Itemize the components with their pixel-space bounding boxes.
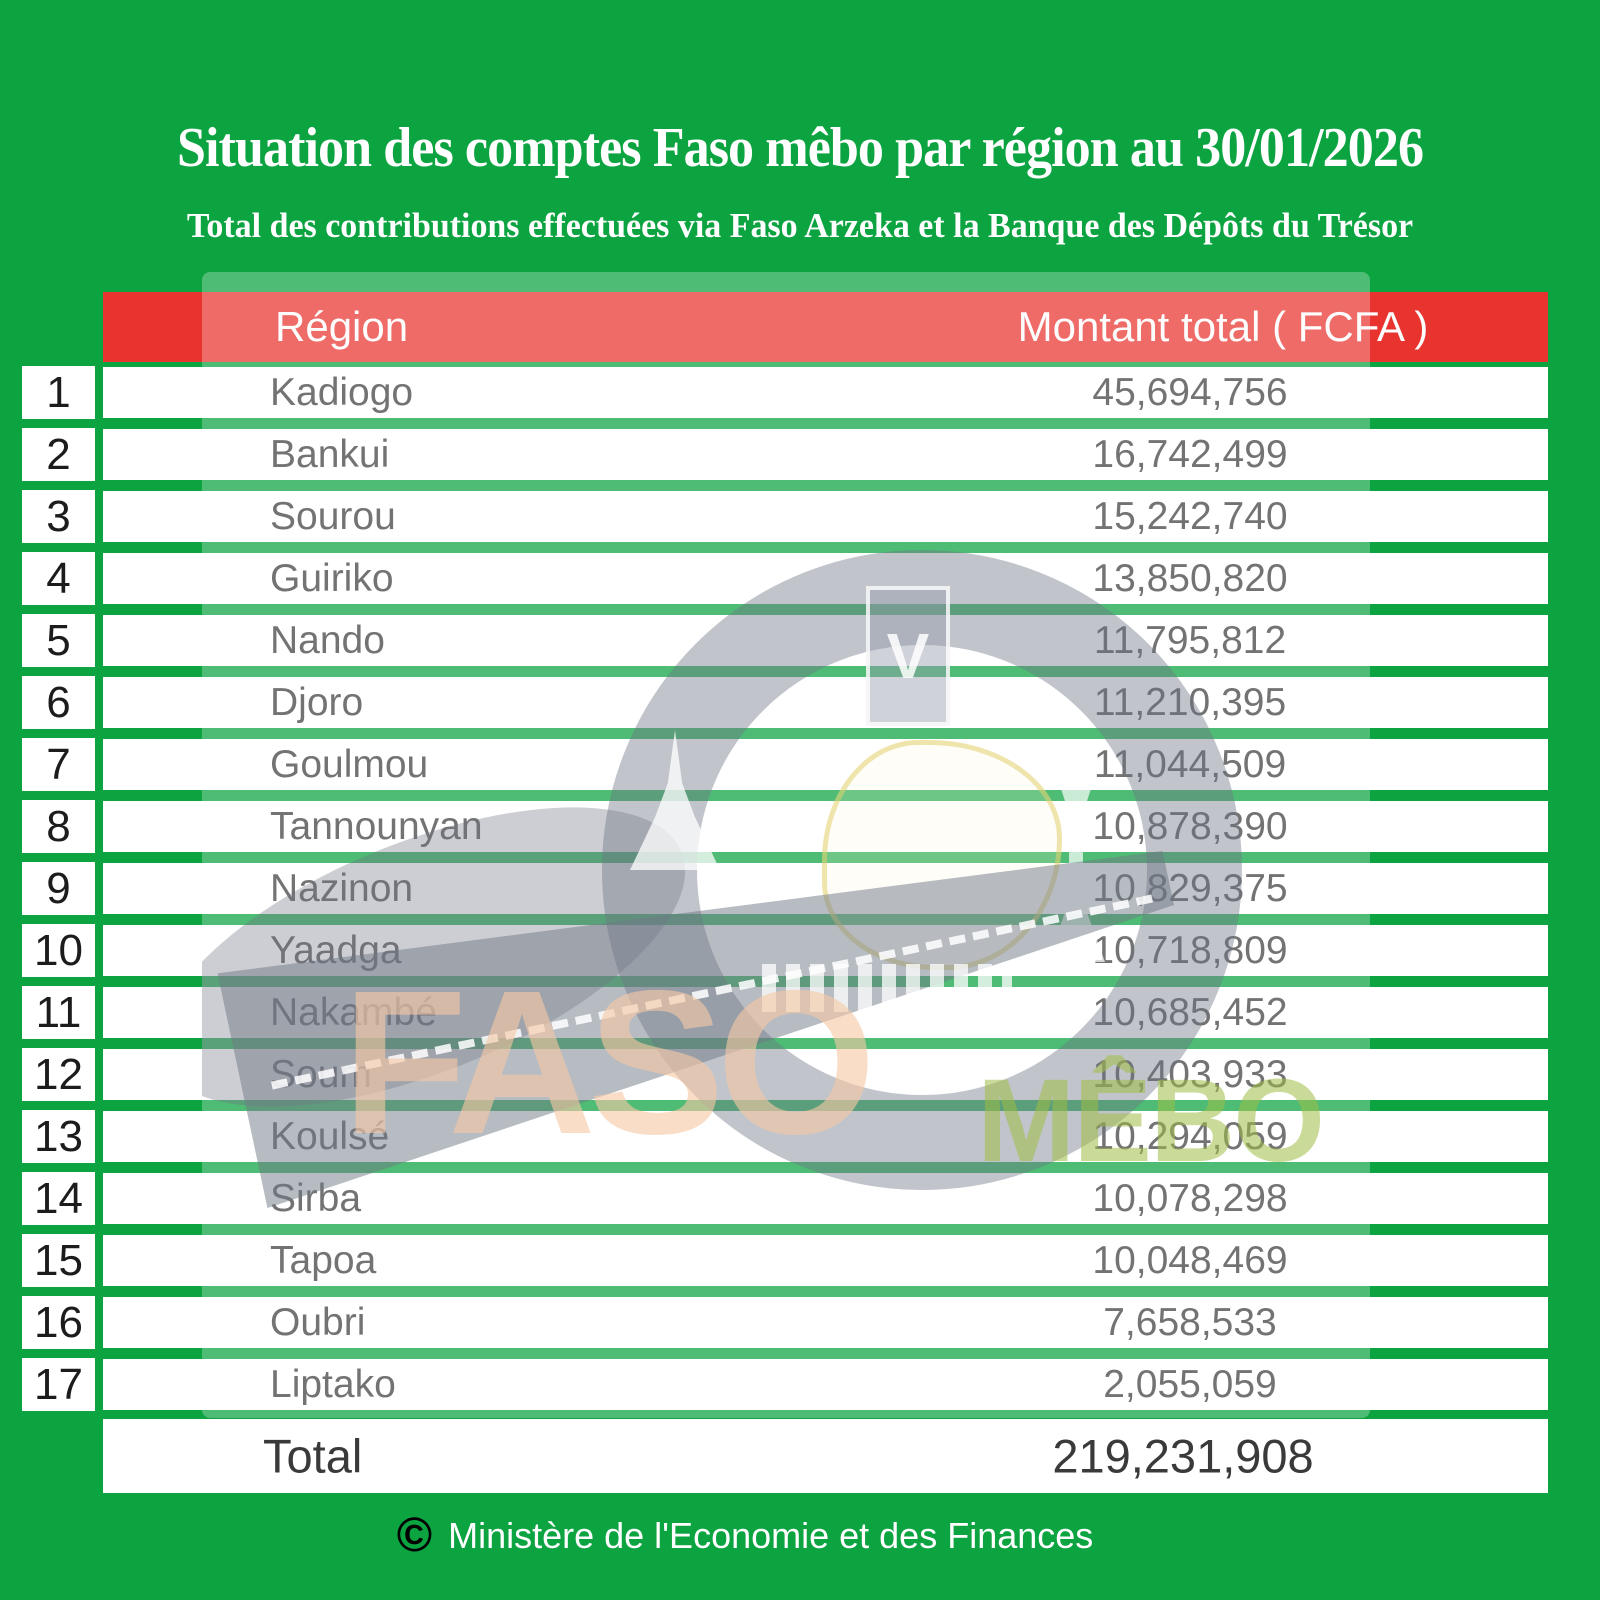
amount-value: 10,294,059 <box>1092 1114 1288 1158</box>
table-row: Djoro 11,210,395 <box>103 677 1548 728</box>
table-row: Soum 10,403,933 <box>103 1049 1548 1100</box>
amount-value: 10,685,452 <box>1092 990 1288 1034</box>
rank-box: 16 <box>22 1296 95 1349</box>
region-name: Goulmou <box>270 742 429 786</box>
region-name: Sourou <box>270 494 396 538</box>
footer-text: Ministère de l'Economie et des Finances <box>448 1515 1094 1556</box>
table-row: Nando 11,795,812 <box>103 615 1548 666</box>
rank-box: 8 <box>22 800 95 853</box>
amount-value: 11,795,812 <box>1093 618 1287 662</box>
rank-box: 6 <box>22 676 95 729</box>
rank-box: 3 <box>22 490 95 543</box>
table-row: Oubri 7,658,533 <box>103 1297 1548 1348</box>
total-row: Total 219,231,908 <box>103 1419 1548 1493</box>
region-name: Nakambé <box>270 990 437 1034</box>
amount-value: 10,078,298 <box>1092 1176 1288 1220</box>
table-row: Nakambé 10,685,452 <box>103 987 1548 1038</box>
table-rows: Kadiogo 45,694,756 Bankui 16,742,499 Sourou 1… <box>103 367 1548 1410</box>
rank-box: 17 <box>22 1358 95 1411</box>
footer: © Ministère de l'Economie et des Finance… <box>0 1512 1545 1560</box>
region-name: Djoro <box>270 680 364 724</box>
rank-box: 11 <box>22 986 95 1039</box>
table-row: Yaadga 10,718,809 <box>103 925 1548 976</box>
rank-box: 4 <box>22 552 95 605</box>
rank-box: 12 <box>22 1048 95 1101</box>
rank-box: 1 <box>22 366 95 419</box>
rank-box: 15 <box>22 1234 95 1287</box>
table-row: Sourou 15,242,740 <box>103 491 1548 542</box>
table-row: Sirba 10,078,298 <box>103 1173 1548 1224</box>
region-column-header: Région <box>275 303 409 350</box>
amount-value: 10,403,933 <box>1092 1052 1288 1096</box>
table-row: Bankui 16,742,499 <box>103 429 1548 480</box>
contributions-table: Région Montant total ( FCFA ) Kadiogo 45,… <box>103 292 1548 1493</box>
table-row: Tapoa 10,048,469 <box>103 1235 1548 1286</box>
table-row: Kadiogo 45,694,756 <box>103 367 1548 418</box>
amount-value: 10,718,809 <box>1092 928 1288 972</box>
table-row: Tannounyan 10,878,390 <box>103 801 1548 852</box>
amount-column-header: Montant total ( FCFA ) <box>1017 303 1429 350</box>
table-row: Nazinon 10,829,375 <box>103 863 1548 914</box>
table-row: Liptako 2,055,059 <box>103 1359 1548 1410</box>
page-title: Situation des comptes Faso mêbo par régi… <box>176 117 1424 179</box>
region-name: Yaadga <box>270 928 402 972</box>
region-name: Guiriko <box>270 556 394 600</box>
amount-value: 2,055,059 <box>1103 1362 1277 1406</box>
amount-value: 11,210,395 <box>1093 680 1287 724</box>
rank-box: 10 <box>22 924 95 977</box>
rank-box: 9 <box>22 862 95 915</box>
region-name: Nando <box>270 618 385 662</box>
region-name: Bankui <box>270 432 390 476</box>
amount-value: 10,878,390 <box>1092 804 1288 848</box>
rank-box: 13 <box>22 1110 95 1163</box>
page-subtitle: Total des contributions effectuées via F… <box>186 206 1414 245</box>
rank-box: 14 <box>22 1172 95 1225</box>
rank-box: 2 <box>22 428 95 481</box>
region-name: Tapoa <box>270 1238 377 1282</box>
amount-value: 16,742,499 <box>1092 432 1288 476</box>
amount-value: 15,242,740 <box>1092 494 1288 538</box>
region-name: Tannounyan <box>270 804 483 848</box>
region-name: Nazinon <box>270 866 414 910</box>
copyright-icon: © <box>396 1509 433 1562</box>
amount-value: 45,694,756 <box>1092 370 1288 414</box>
total-amount: 219,231,908 <box>1052 1429 1314 1483</box>
amount-value: 13,850,820 <box>1092 556 1288 600</box>
table-header-row: Région Montant total ( FCFA ) <box>103 292 1548 362</box>
region-name: Kadiogo <box>270 370 414 414</box>
region-name: Oubri <box>270 1300 366 1344</box>
region-name: Liptako <box>270 1362 396 1406</box>
rank-box: 5 <box>22 614 95 667</box>
amount-value: 10,048,469 <box>1092 1238 1288 1282</box>
region-name: Koulsé <box>270 1114 390 1158</box>
rank-box: 7 <box>22 738 95 791</box>
total-label: Total <box>263 1429 363 1483</box>
amount-value: 11,044,509 <box>1093 742 1287 786</box>
region-name: Soum <box>270 1052 372 1096</box>
table-row: Goulmou 11,044,509 <box>103 739 1548 790</box>
table-row: Koulsé 10,294,059 <box>103 1111 1548 1162</box>
region-name: Sirba <box>270 1176 362 1220</box>
amount-value: 10,829,375 <box>1092 866 1288 910</box>
amount-value: 7,658,533 <box>1103 1300 1277 1344</box>
table-row: Guiriko 13,850,820 <box>103 553 1548 604</box>
